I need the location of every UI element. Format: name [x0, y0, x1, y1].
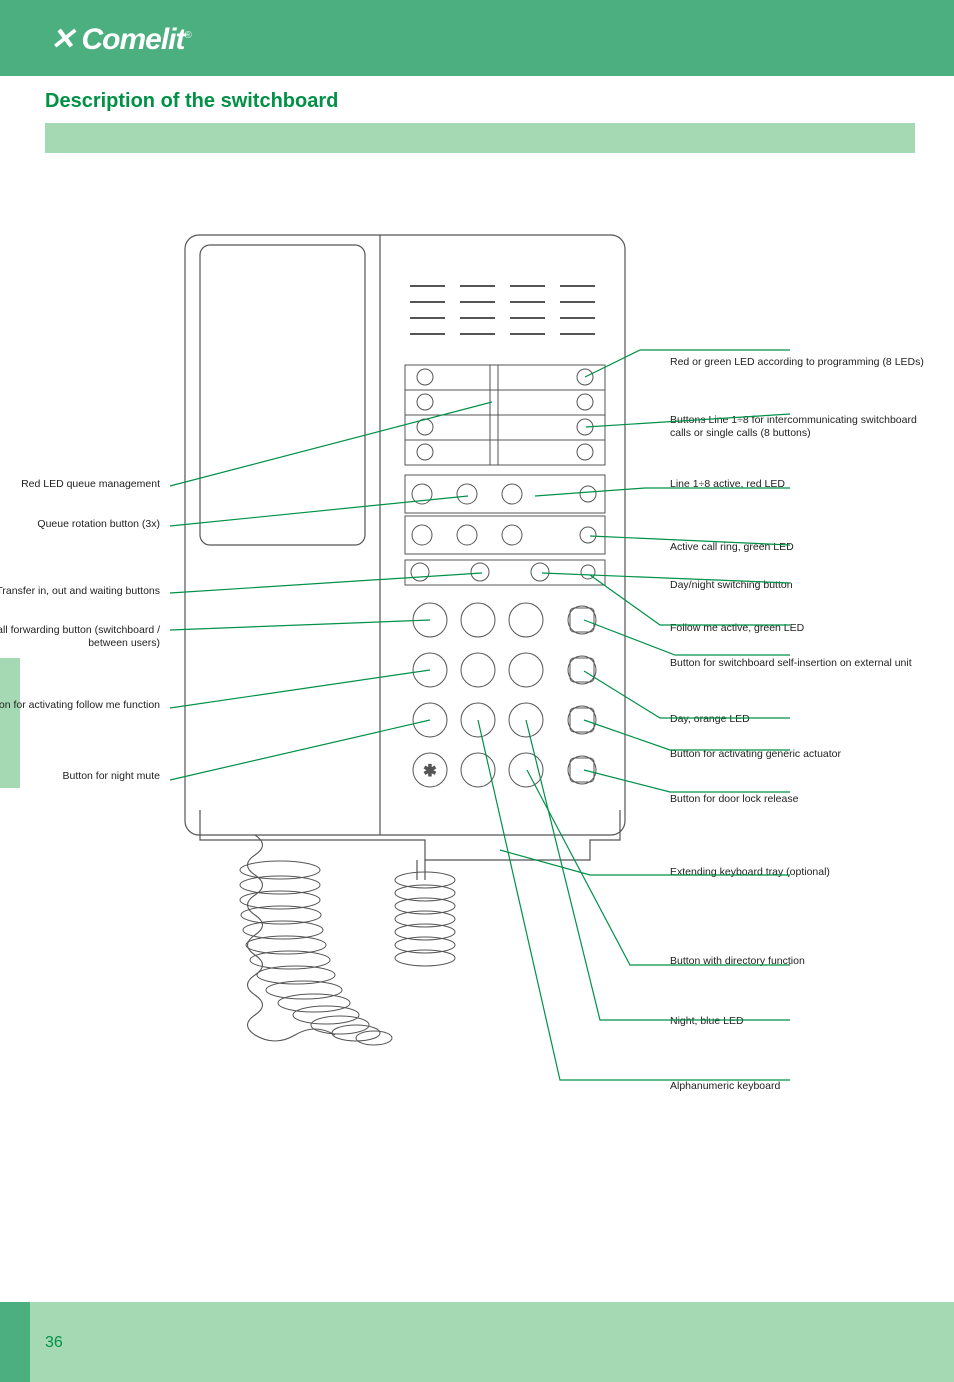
svg-text:✱: ✱: [423, 763, 436, 780]
footer-accent: [0, 1302, 30, 1382]
section-title: Description of the switchboard: [45, 90, 915, 113]
section-title-separator: [45, 123, 915, 153]
brand-logo: ✕ Comelit®: [50, 22, 191, 57]
footer-band: [0, 1302, 954, 1382]
section-title-block: Description of the switchboard: [45, 90, 915, 153]
device-diagram: ✱: [30, 220, 930, 1120]
page-number: 36: [45, 1334, 63, 1352]
side-tab: [0, 658, 20, 788]
